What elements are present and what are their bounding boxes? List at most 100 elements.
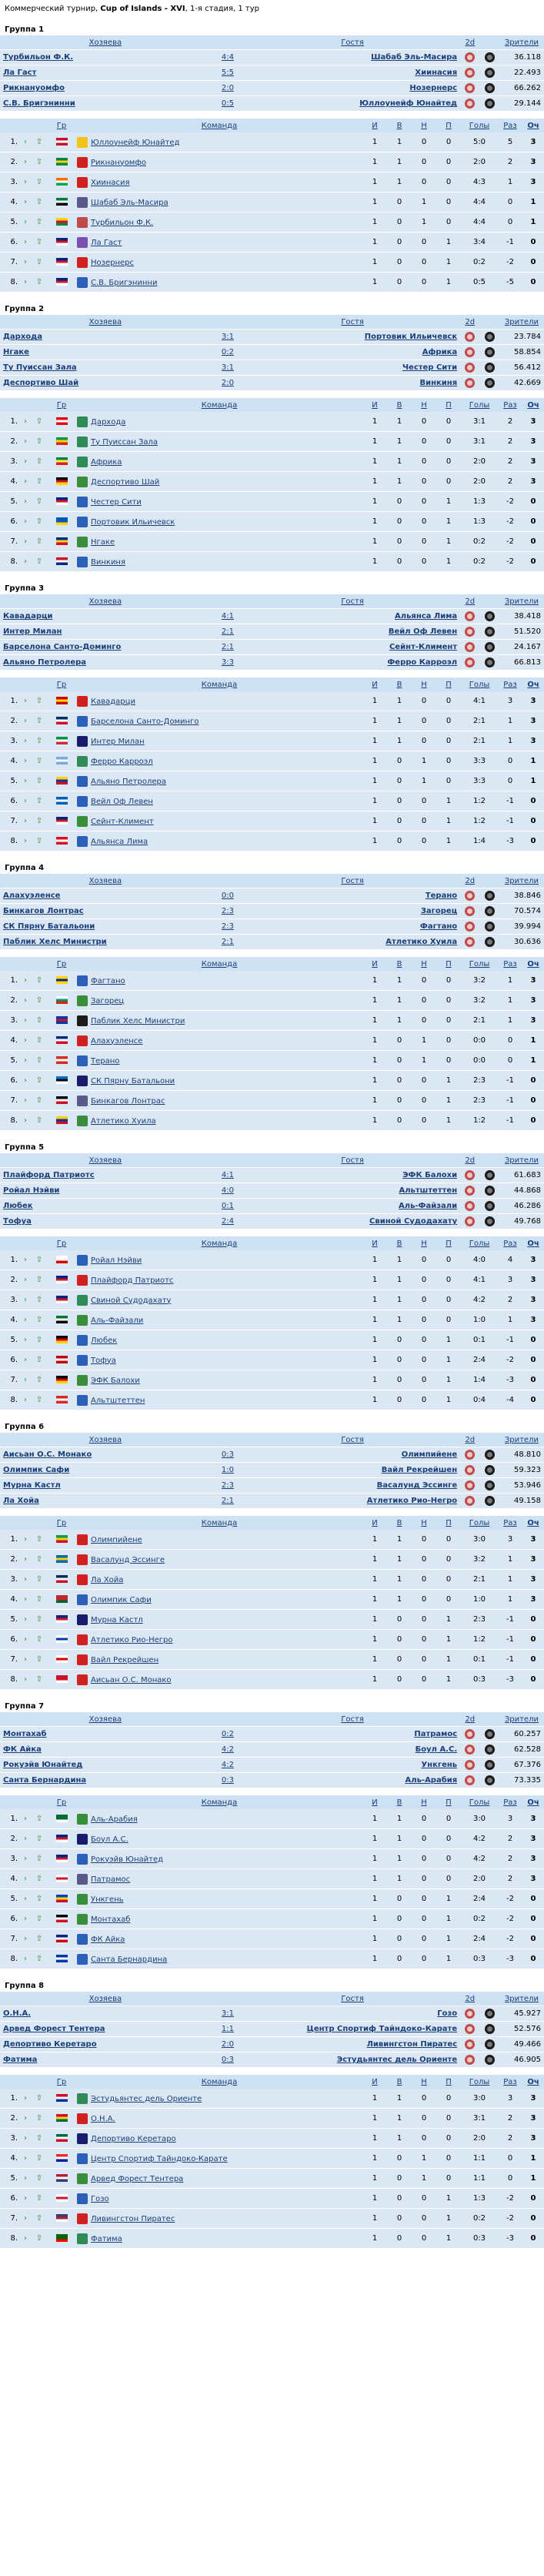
away-team-link[interactable]: Хиинасия	[245, 65, 461, 81]
round-icon[interactable]	[465, 1450, 476, 1460]
country-flag-icon[interactable]	[55, 837, 68, 845]
cond-col-header[interactable]: 2d	[460, 1992, 480, 2006]
football-icon[interactable]	[484, 1170, 495, 1180]
cond-col-header[interactable]: 2d	[460, 35, 480, 50]
home-col-header[interactable]: Хозяева	[0, 1153, 211, 1168]
football-icon[interactable]	[484, 83, 495, 93]
country-flag-icon[interactable]	[55, 1336, 68, 1343]
attendance-col-header[interactable]: Зрители	[499, 1992, 544, 2006]
team-name-link[interactable]: СК Пярну Батальони	[91, 1076, 175, 1086]
country-flag-icon[interactable]	[55, 517, 68, 525]
round-icon[interactable]	[465, 1186, 476, 1196]
won-col-header[interactable]: В	[387, 1516, 412, 1530]
country-flag-icon[interactable]	[55, 417, 68, 425]
country-flag-icon[interactable]	[55, 2194, 68, 2202]
football-icon[interactable]	[484, 1760, 495, 1770]
team-name-link[interactable]: О.Н.А.	[91, 2114, 115, 2123]
lost-col-header[interactable]: П	[436, 119, 461, 132]
diff-col-header[interactable]: Раз	[498, 957, 522, 971]
match-score-link[interactable]: 2:0	[210, 2036, 245, 2052]
away-team-link[interactable]: Африка	[245, 344, 461, 360]
team-name-link[interactable]: ЭФК Балохи	[91, 1376, 140, 1385]
team-col-header[interactable]: Команда	[76, 1236, 362, 1250]
country-flag-icon[interactable]	[55, 1855, 68, 1862]
country-flag-icon[interactable]	[55, 218, 68, 226]
diff-col-header[interactable]: Раз	[498, 119, 522, 132]
football-icon[interactable]	[484, 347, 495, 357]
match-score-link[interactable]: 4:4	[210, 49, 245, 65]
points-col-header[interactable]: Оч	[522, 1795, 544, 1809]
country-flag-icon[interactable]	[55, 1396, 68, 1403]
team-name-link[interactable]: Ла Гаст	[91, 238, 122, 247]
won-col-header[interactable]: В	[387, 398, 412, 412]
country-flag-icon[interactable]	[55, 1835, 68, 1842]
country-flag-icon[interactable]	[55, 138, 68, 146]
football-icon[interactable]	[484, 378, 495, 388]
country-flag-icon[interactable]	[55, 996, 68, 1004]
country-flag-icon[interactable]	[55, 976, 68, 984]
team-name-link[interactable]: Юллоунейф Юнайтед	[91, 138, 180, 147]
home-team-link[interactable]: Ла Хойа	[0, 1493, 211, 1508]
country-flag-icon[interactable]	[55, 238, 68, 246]
round-icon[interactable]	[465, 332, 476, 342]
points-col-header[interactable]: Оч	[522, 957, 544, 971]
football-icon[interactable]	[484, 1775, 495, 1785]
country-flag-icon[interactable]	[55, 1376, 68, 1383]
away-team-link[interactable]: Альтштеттен	[245, 1183, 461, 1199]
match-score-link[interactable]: 3:3	[210, 654, 245, 670]
goals-col-header[interactable]: Голы	[461, 1236, 498, 1250]
round-icon[interactable]	[465, 1465, 476, 1475]
team-name-link[interactable]: Турбильон Ф.К.	[91, 218, 154, 227]
team-name-link[interactable]: Рокуэйв Юнайтед	[91, 1855, 164, 1864]
round-icon[interactable]	[465, 68, 476, 78]
home-team-link[interactable]: Турбильон Ф.К.	[0, 49, 211, 65]
football-icon[interactable]	[484, 611, 495, 621]
team-name-link[interactable]: Фатима	[91, 2234, 122, 2243]
team-col-header[interactable]: Команда	[76, 2075, 362, 2089]
points-col-header[interactable]: Оч	[522, 677, 544, 691]
team-col-header[interactable]: Команда	[76, 398, 362, 412]
match-score-link[interactable]: 1:1	[210, 2021, 245, 2037]
pos-col-header[interactable]	[0, 1795, 19, 1809]
team-name-link[interactable]: Ла Хойа	[91, 1575, 124, 1584]
country-flag-icon[interactable]	[55, 1875, 68, 1882]
attendance-col-header[interactable]: Зрители	[499, 315, 544, 330]
country-flag-icon[interactable]	[55, 1935, 68, 1942]
home-team-link[interactable]: Любек	[0, 1198, 211, 1214]
round-icon[interactable]	[465, 657, 476, 667]
country-flag-icon[interactable]	[55, 1635, 68, 1643]
points-col-header[interactable]: Оч	[522, 398, 544, 412]
away-team-link[interactable]: Альянса Лима	[245, 608, 461, 624]
match-score-link[interactable]: 5:5	[210, 65, 245, 81]
home-col-header[interactable]: Хозяева	[0, 1992, 211, 2006]
away-col-header[interactable]: Гостя	[245, 35, 461, 50]
country-flag-icon[interactable]	[55, 1955, 68, 1962]
played-col-header[interactable]: И	[362, 1795, 387, 1809]
football-icon[interactable]	[484, 1465, 495, 1475]
away-team-link[interactable]: Центр Спортиф Тайндоко-Карате	[245, 2021, 461, 2037]
country-flag-icon[interactable]	[55, 737, 68, 744]
country-flag-icon[interactable]	[55, 437, 68, 445]
football-icon[interactable]	[484, 937, 495, 947]
diff-col-header[interactable]: Раз	[498, 2075, 522, 2089]
played-col-header[interactable]: И	[362, 677, 387, 691]
team-name-link[interactable]: Боул А.С.	[91, 1835, 128, 1844]
away-col-header[interactable]: Гостя	[245, 874, 461, 888]
home-team-link[interactable]: Олимпик Сафи	[0, 1462, 211, 1478]
pos-col-header[interactable]	[0, 2075, 19, 2089]
round-icon[interactable]	[465, 1216, 476, 1226]
goals-col-header[interactable]: Голы	[461, 1516, 498, 1530]
home-team-link[interactable]: Мурна Кастл	[0, 1477, 211, 1494]
lost-col-header[interactable]: П	[436, 1516, 461, 1530]
won-col-header[interactable]: В	[387, 2075, 412, 2089]
country-flag-icon[interactable]	[55, 198, 68, 206]
country-flag-icon[interactable]	[55, 2134, 68, 2142]
team-name-link[interactable]: Свиной Судодахату	[91, 1296, 172, 1305]
away-team-link[interactable]: Загорец	[245, 903, 461, 919]
home-team-link[interactable]: Тофуа	[0, 1213, 211, 1229]
team-name-link[interactable]: Ройал Нэйви	[91, 1256, 142, 1265]
country-flag-icon[interactable]	[55, 477, 68, 485]
diff-col-header[interactable]: Раз	[498, 1516, 522, 1530]
country-flag-icon[interactable]	[55, 2154, 68, 2162]
country-flag-icon[interactable]	[55, 777, 68, 785]
